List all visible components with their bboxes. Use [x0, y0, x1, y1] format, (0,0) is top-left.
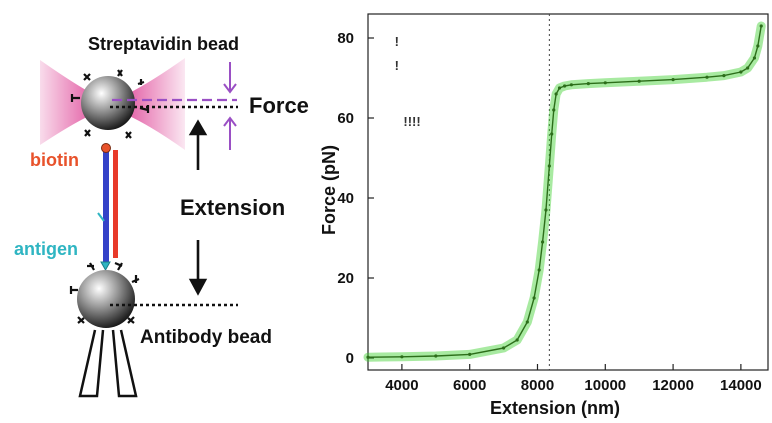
- data-point: [637, 79, 641, 83]
- data-point: [468, 352, 472, 356]
- extension-label: Extension: [180, 195, 285, 220]
- data-point: [722, 74, 726, 78]
- data-point: [552, 108, 556, 112]
- y-tick-label: 80: [337, 30, 354, 47]
- data-point: [537, 268, 541, 272]
- annotation-mark: !!!!: [403, 114, 420, 129]
- data-point: [746, 66, 750, 70]
- force-arrows: [223, 62, 237, 150]
- data-point: [603, 81, 607, 85]
- data-point: [515, 338, 519, 342]
- data-point: [557, 86, 562, 90]
- y-tick-label: 40: [337, 190, 354, 207]
- data-point: [550, 132, 554, 136]
- optical-trap-right: [110, 58, 185, 150]
- x-tick-label: 8000: [521, 377, 554, 394]
- data-point: [525, 320, 529, 324]
- y-axis-label: Force (pN): [319, 145, 339, 235]
- extension-arrows: [188, 119, 208, 296]
- streptavidin-label: Streptavidin bead: [88, 34, 239, 54]
- y-tick-label: 60: [337, 110, 354, 127]
- data-point: [739, 70, 743, 74]
- data-point: [554, 92, 558, 96]
- optical-trap-left: [40, 60, 110, 145]
- data-point: [532, 296, 536, 300]
- data-point: [366, 355, 370, 359]
- biotin-marker: [101, 143, 111, 153]
- x-axis-label: Extension (nm): [490, 398, 620, 418]
- data-point: [756, 44, 760, 48]
- schematic: Streptavidin bead Force biotin Extension…: [14, 34, 309, 398]
- x-tick-label: 12000: [652, 377, 694, 394]
- data-point: [586, 82, 590, 86]
- force-label: Force: [249, 93, 309, 118]
- plot-area-frame: [367, 13, 769, 371]
- data-point: [705, 75, 709, 79]
- antigen-label: antigen: [14, 239, 78, 259]
- data-point: [671, 78, 675, 82]
- data-point: [400, 355, 404, 359]
- data-point: [759, 24, 763, 28]
- short-handle: [97, 212, 105, 222]
- y-tick-label: 20: [337, 270, 354, 287]
- x-tick-label: 6000: [453, 377, 486, 394]
- data-point: [501, 346, 506, 350]
- dna-tether-red: [113, 150, 118, 258]
- x-tick-label: 10000: [584, 377, 626, 394]
- data-point: [569, 83, 573, 87]
- y-tick-label: 0: [346, 350, 354, 367]
- antibody-bead: [77, 270, 135, 328]
- force-extension-chart: 4000 6000 8000 10000 12000 14000 0 20 40 60 80!!!!…: [319, 13, 769, 418]
- annotation-mark: !: [395, 34, 399, 49]
- biotin-label: biotin: [30, 150, 79, 170]
- x-tick-label: 4000: [385, 377, 418, 394]
- data-point: [547, 164, 551, 168]
- antigen-marker: [100, 261, 111, 272]
- dna-tether-blue: [103, 150, 109, 265]
- micropipette: [78, 329, 138, 398]
- data-point: [544, 208, 548, 212]
- antibody-molecules: [69, 261, 140, 324]
- data-point: [563, 84, 567, 88]
- data-point: [540, 240, 545, 244]
- x-tick-label: 14000: [720, 377, 762, 394]
- data-point: [434, 354, 438, 358]
- annotation-mark: !: [395, 58, 399, 73]
- antibody-label: Antibody bead: [140, 327, 272, 348]
- streptavidin-bead: [81, 76, 135, 130]
- data-point: [752, 56, 757, 60]
